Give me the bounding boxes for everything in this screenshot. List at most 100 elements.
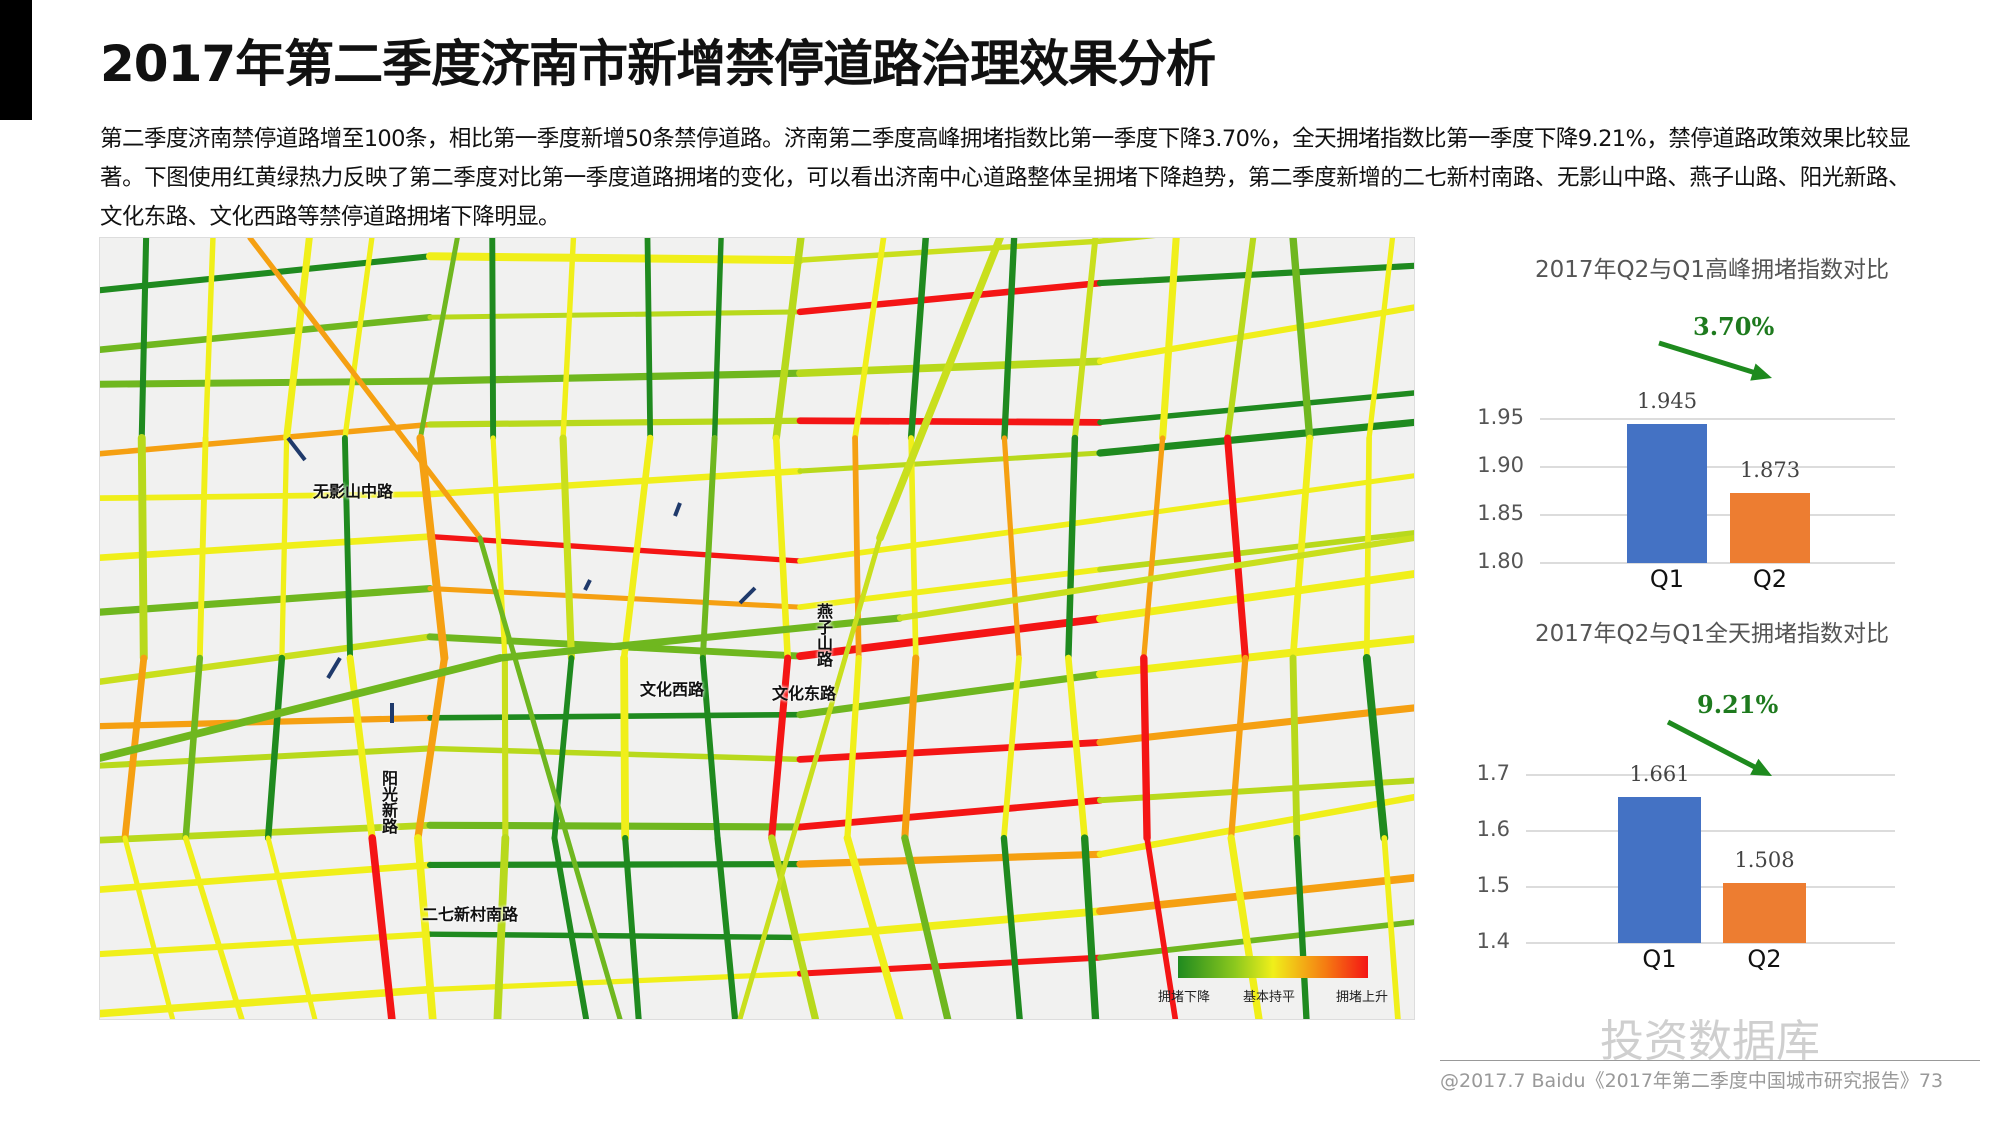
road-segment [559,434,575,662]
pointer-arrow-icon [673,502,682,517]
chart-title: 2017年Q2与Q1全天拥堵指数对比 [1534,621,1890,647]
road-segment [876,238,1004,542]
road-segment [196,435,209,661]
road-segment [100,985,434,1018]
legend-low: 拥堵下降 [1158,990,1211,1005]
footer-divider [1440,1060,1980,1061]
road-segment [796,279,1104,316]
road-segment [768,654,792,842]
road-segment [1362,654,1389,842]
road-segment [797,516,1103,564]
road-segment [1096,262,1414,287]
road-segment [844,654,862,842]
road-segment [1096,418,1414,457]
road-segment [1141,435,1166,661]
y-tick-label: 1.85 [1477,501,1524,525]
road-segment [1140,654,1151,842]
pointer-arrow-icon [738,586,757,605]
road-segment [489,238,497,441]
road-segment [1144,835,1179,1019]
value-label: 1.945 [1636,388,1698,413]
road-segment [796,907,1104,942]
road-segment [797,450,1103,474]
road-segment [427,711,803,721]
road-segment [796,850,1104,868]
road-segment [138,238,150,442]
road-segment [620,434,654,662]
road-segment [797,238,1103,263]
legend-gradient [1178,956,1368,978]
road-segment [644,238,654,441]
page-title: 2017年第二季度济南市新增禁停道路治理效果分析 [100,35,1216,93]
road-segment [1080,834,1100,1019]
road-segment [341,435,354,661]
road-segment [427,931,803,941]
road-segment [477,535,623,1019]
road-segment [768,834,819,1019]
road-segment [1097,919,1414,961]
road-segment [122,835,176,1019]
road-segment [1228,654,1249,842]
y-tick-label: 1.5 [1476,873,1510,897]
road-segment [202,238,216,441]
road-segment [1065,654,1088,842]
road-segment [560,238,577,441]
pointer-arrow-icon [326,656,342,680]
footer-source: @2017.7 Baidu《2017年第二季度中国城市研究报告》73 [1440,1070,1944,1092]
road-segment [796,954,1104,977]
y-tick-label: 1.6 [1476,817,1510,841]
bar-Q1 [1627,423,1707,563]
road-segment [1096,777,1414,804]
gridline [1526,942,1895,944]
road-segment [100,821,434,844]
pointer-arrow-icon [286,436,307,462]
category-label: Q2 [1752,565,1788,593]
road-segment [1289,238,1314,442]
road-segment [426,861,804,869]
road-segment [100,421,433,457]
road-segment [100,714,434,730]
change-label: 9.21% [1697,690,1779,719]
road-segment [1000,655,1022,841]
y-tick-label: 1.7 [1476,761,1510,785]
road-segment [843,834,904,1019]
road-segment [137,434,148,662]
road-segment [551,835,590,1019]
road-segment [1289,434,1314,662]
road-segment [264,654,286,842]
road-segment [501,654,509,842]
label-yangguang: 阳光新路 [379,770,398,834]
road-segment [1381,835,1401,1019]
road-segment [496,614,904,662]
road-segment [426,821,804,831]
road-segment [414,834,437,1019]
road-segment [1096,635,1414,679]
road-segment [100,253,434,294]
road-segment [622,834,642,1019]
label-yanzishan: 燕子山路 [814,603,833,667]
road-segment [1096,873,1414,916]
traffic-heat-map: 无影山中路 燕子山路 文化西路 文化东路 阳光新路 二七新村南路 拥堵下降 基本… [99,237,1415,1020]
road-segment [908,435,919,661]
road-segment [1096,793,1414,858]
label-wuyingshan: 无影山中路 [313,482,394,501]
label-erqi: 二七新村南路 [422,905,519,924]
road-segment [714,834,739,1019]
road-segment [737,535,883,1019]
road-segment [414,654,449,842]
road-segment [1097,390,1414,426]
road-segment [1000,834,1023,1019]
y-tick-label: 1.95 [1477,405,1524,429]
road-segment [620,654,630,842]
road-segment [100,313,434,354]
y-tick-label: 1.90 [1477,453,1524,477]
road-segment [100,584,434,616]
road-segment [772,238,805,442]
road-segment [1224,238,1257,442]
road-segment [100,377,434,388]
road-segment [283,238,313,442]
road-segment [182,835,245,1019]
label-wenhua-east: 文化东路 [772,684,837,703]
road-segment [427,586,803,610]
